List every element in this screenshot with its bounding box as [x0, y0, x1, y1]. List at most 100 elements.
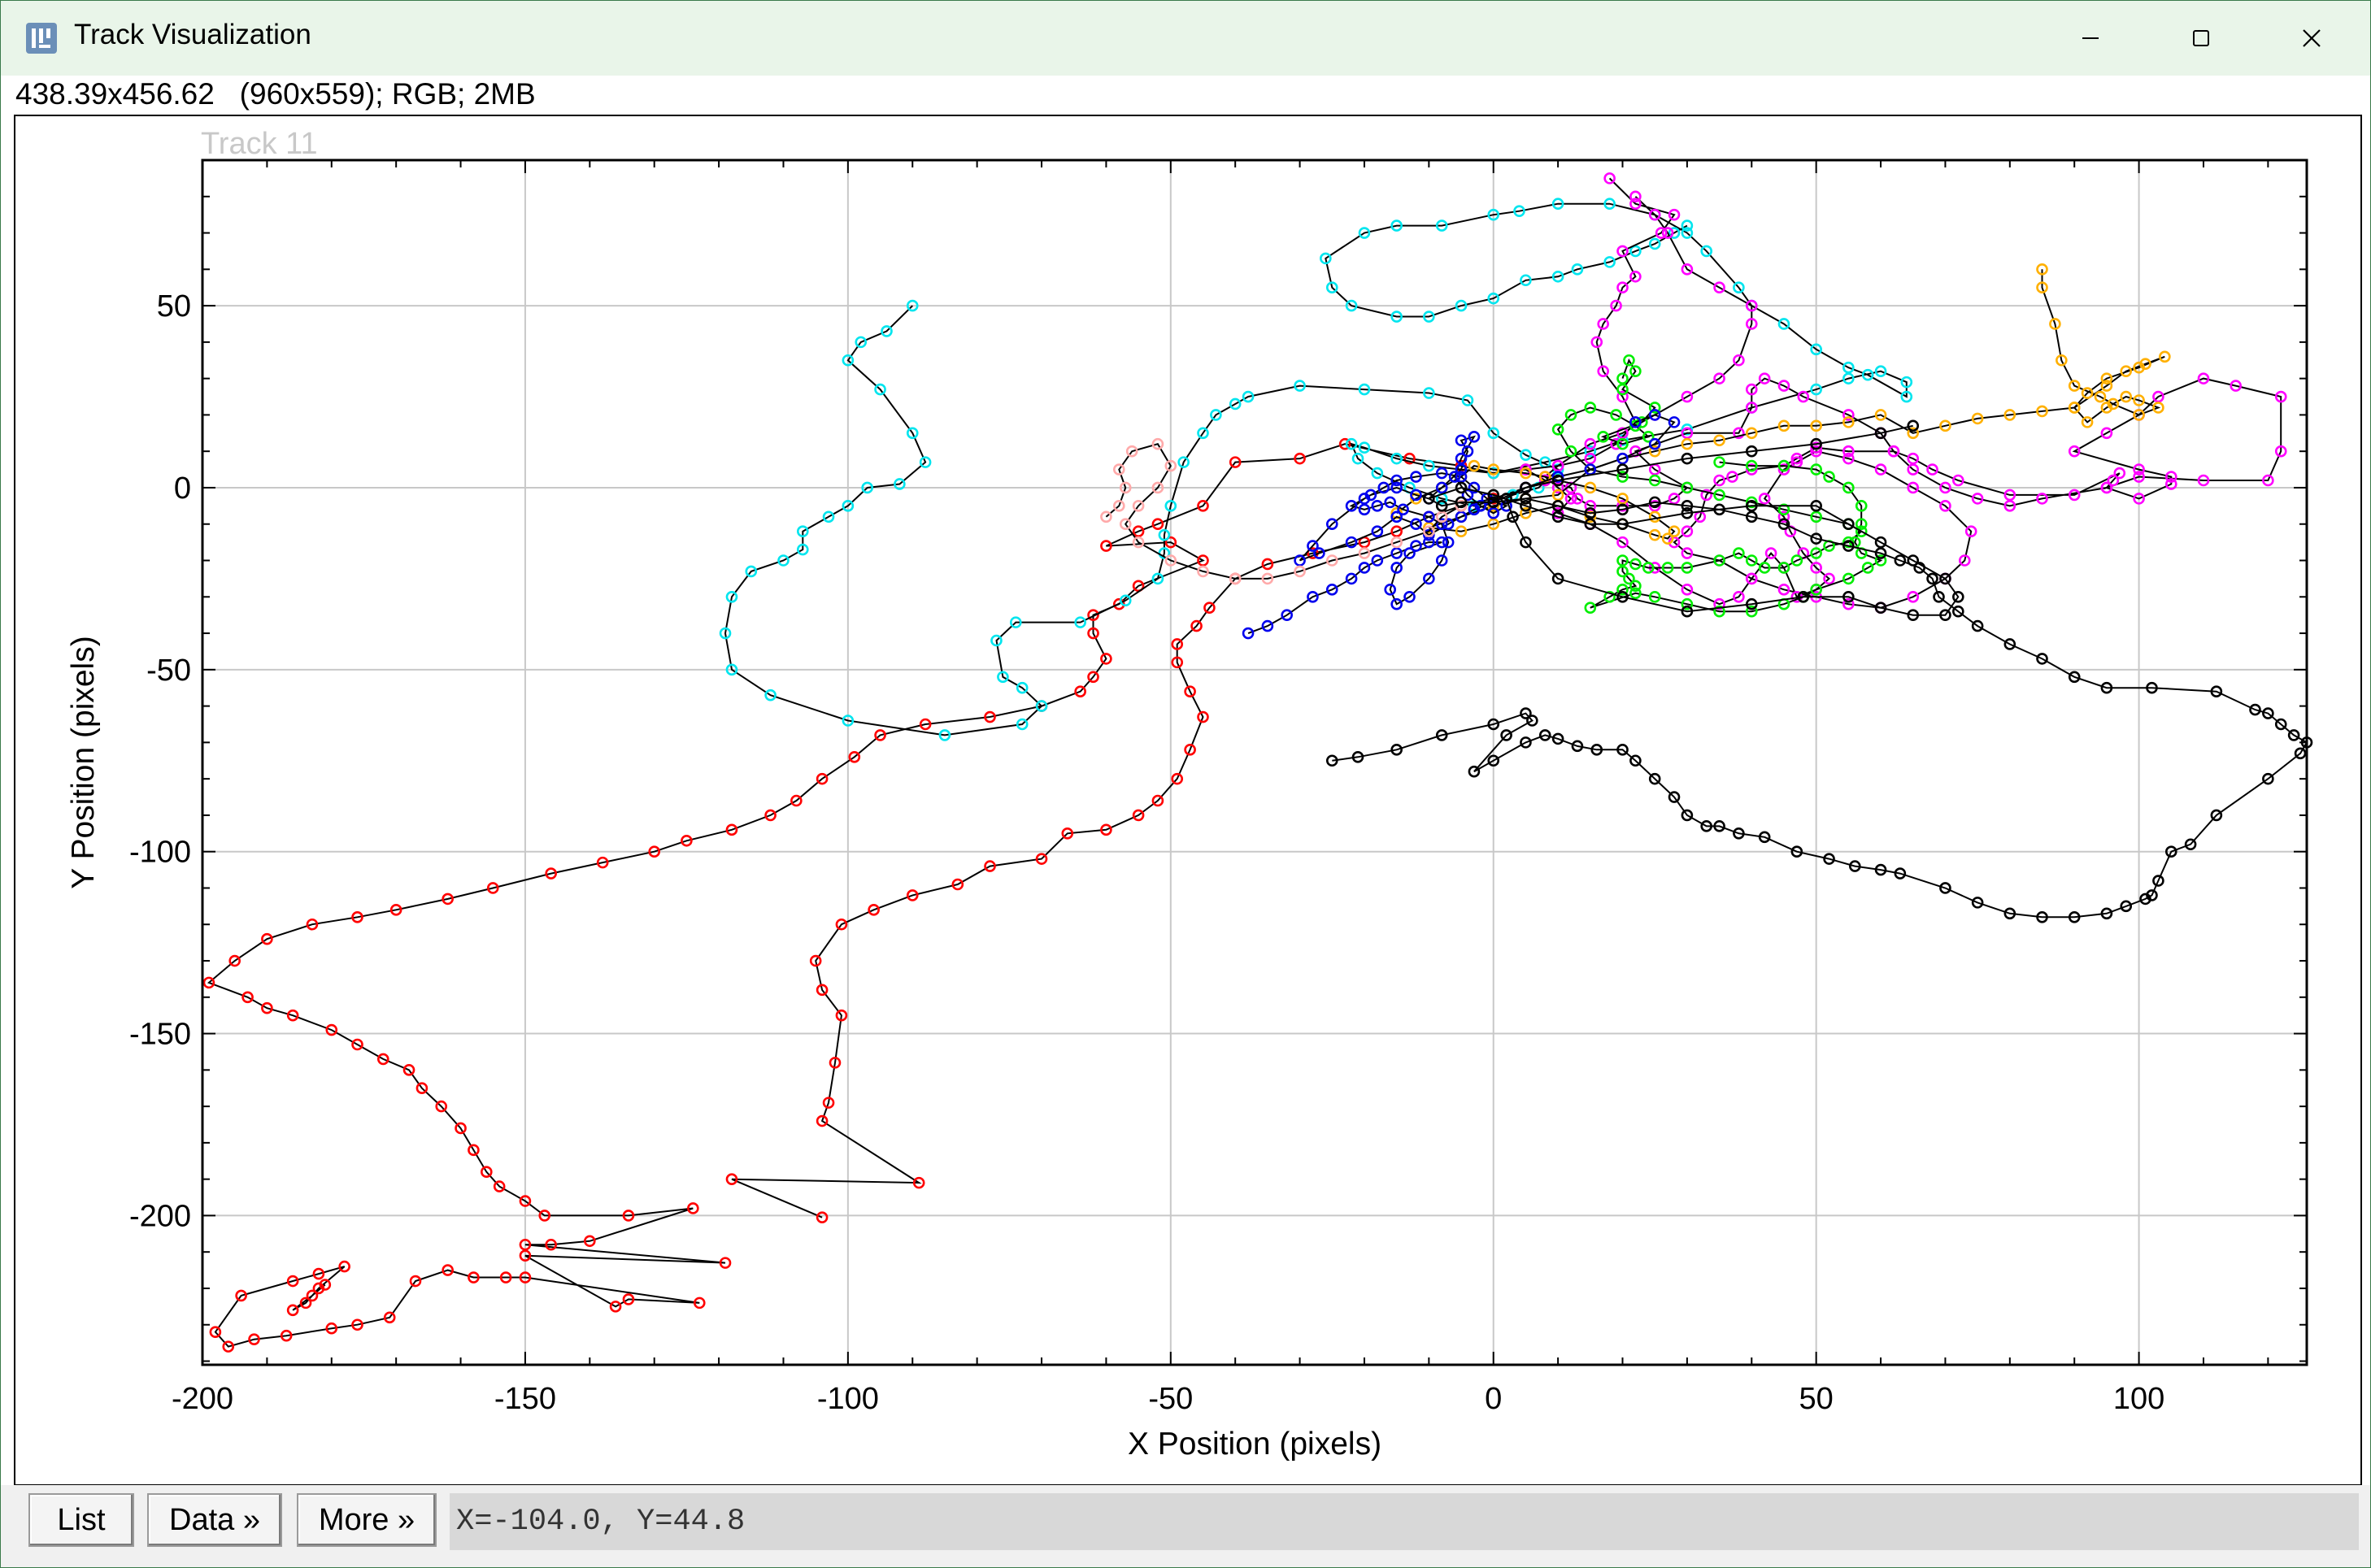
- track-point: [1410, 471, 1422, 483]
- track-point: [1338, 437, 1351, 450]
- track-point: [2100, 372, 2113, 384]
- track-point: [1648, 409, 1661, 421]
- track-point: [1564, 493, 1577, 505]
- track-point: [855, 336, 868, 349]
- track-point: [1435, 510, 1448, 523]
- track-point: [596, 856, 609, 869]
- x-tick-label: -200: [172, 1382, 233, 1416]
- track-point: [1681, 423, 1694, 436]
- more-menu-button[interactable]: More »: [297, 1493, 437, 1547]
- track-point: [1487, 467, 1500, 480]
- track-point: [1745, 402, 1758, 414]
- track-point: [2094, 390, 2107, 403]
- track-point: [648, 845, 661, 858]
- track-point: [1184, 744, 1196, 756]
- track-point: [1423, 459, 1435, 472]
- track-point: [1597, 318, 1609, 330]
- track-point: [1242, 627, 1255, 640]
- track-point: [1487, 754, 1500, 767]
- track-point: [455, 1122, 467, 1135]
- track-point: [1655, 227, 1668, 239]
- track-point: [1758, 372, 1771, 384]
- track-point: [990, 634, 1003, 647]
- close-button[interactable]: [2256, 1, 2367, 76]
- track-point: [822, 1097, 835, 1109]
- track-point: [2068, 671, 2081, 684]
- track-point: [1681, 390, 1694, 403]
- track-point: [1842, 536, 1855, 549]
- track-point: [1907, 427, 1920, 440]
- track-point: [1616, 452, 1629, 465]
- track-point: [1164, 554, 1177, 567]
- track-point: [1487, 496, 1500, 509]
- track-point: [1648, 474, 1661, 487]
- track-point: [1616, 390, 1629, 403]
- track-point: [1520, 493, 1532, 505]
- track-point: [1016, 718, 1029, 731]
- track-point: [1100, 823, 1112, 836]
- track-point: [2100, 427, 2113, 440]
- minimize-button[interactable]: [2035, 1, 2146, 76]
- track-point: [2003, 409, 2016, 421]
- track-point: [1810, 445, 1822, 458]
- track-point: [1681, 507, 1694, 519]
- track-point: [2274, 718, 2287, 731]
- list-button[interactable]: List: [28, 1493, 134, 1547]
- track-point: [1616, 503, 1629, 516]
- track-point: [1745, 605, 1758, 618]
- track-point: [1616, 471, 1629, 483]
- track-point: [790, 794, 803, 807]
- track-point: [1410, 518, 1422, 531]
- data-menu-button[interactable]: Data »: [147, 1493, 282, 1547]
- title-bar[interactable]: Track Visualization: [1, 1, 2370, 76]
- track-point: [1100, 653, 1112, 665]
- track-point: [1564, 409, 1577, 421]
- track-point: [1790, 452, 1803, 465]
- y-tick-label: 50: [157, 289, 191, 324]
- track-point: [2036, 493, 2048, 505]
- track-point: [1584, 602, 1597, 615]
- track-point: [1294, 565, 1306, 578]
- track-plot[interactable]: Track 11 -200 -150 -100 -50 0 50 100 -200 -150 -10…: [15, 116, 2360, 1484]
- track-point: [777, 554, 790, 567]
- track-point: [2249, 703, 2261, 716]
- track-point: [1455, 496, 1468, 509]
- track-point: [1190, 619, 1203, 632]
- track-point: [1597, 430, 1609, 443]
- track-point: [874, 383, 886, 396]
- track-point: [1423, 536, 1435, 549]
- track-point: [1455, 299, 1468, 312]
- track-point: [1571, 263, 1584, 276]
- track-point: [868, 904, 880, 916]
- track-point: [2107, 474, 2120, 487]
- track-point: [1648, 590, 1661, 603]
- track-point: [1810, 510, 1822, 523]
- track-point: [1119, 518, 1132, 531]
- y-tick-label: -150: [129, 1018, 191, 1052]
- track-point: [1648, 445, 1661, 458]
- track-point: [1777, 510, 1790, 523]
- track-point: [1345, 536, 1358, 549]
- track-point: [1423, 521, 1435, 534]
- track-point: [2274, 390, 2287, 403]
- track-point: [1584, 507, 1597, 519]
- track-point: [1648, 528, 1661, 541]
- track-point: [1603, 172, 1616, 185]
- track-point: [442, 893, 454, 906]
- track-point: [1810, 500, 1822, 512]
- track-point: [1307, 540, 1319, 552]
- track-point: [835, 1009, 848, 1022]
- plot-canvas[interactable]: Track 11 -200 -150 -100 -50 0 50 100 -200 -150 -10…: [14, 115, 2362, 1486]
- track-point: [1520, 449, 1532, 461]
- track-point: [1900, 390, 1913, 403]
- x-tick-label: 0: [1485, 1382, 1502, 1416]
- track-point: [1681, 427, 1694, 440]
- maximize-button[interactable]: [2146, 1, 2256, 76]
- track-point: [1700, 489, 1713, 502]
- track-point: [1668, 227, 1681, 239]
- track-point: [1564, 445, 1577, 458]
- minimize-icon: [2082, 37, 2099, 39]
- track-point: [1790, 845, 1803, 858]
- track-point: [1823, 853, 1835, 865]
- track-point: [1616, 500, 1629, 512]
